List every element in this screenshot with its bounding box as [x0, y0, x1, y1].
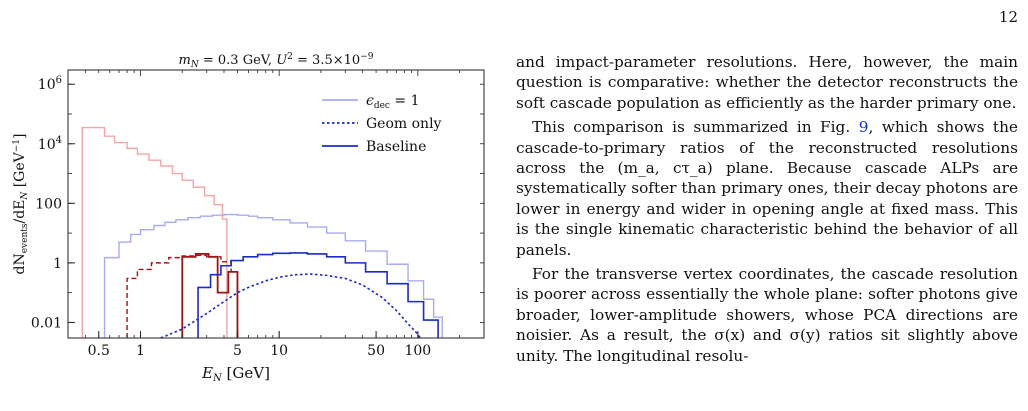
body-text-column: and impact-parameter resolutions. Here, … — [516, 52, 1018, 370]
series-line-6 — [197, 252, 439, 338]
x-axis-label: EN [GeV] — [201, 364, 270, 384]
series-line-3 — [126, 254, 239, 338]
y-tick-label: 0.01 — [31, 315, 62, 331]
y-tick-label: 104 — [38, 135, 62, 153]
x-tick-label: 100 — [404, 343, 431, 359]
x-tick-label: 5 — [233, 343, 242, 359]
figure-reference-link[interactable]: 9 — [858, 118, 869, 137]
paragraph-2-lead: This comparison is summarized in Fig. — [532, 118, 859, 137]
legend-label-2: Geom only — [366, 116, 442, 132]
figure-energy-spectrum: 0.5 1 5 10 50 100 0.01 1 100 104 106 mN = 0.3 GeV, … — [0, 38, 500, 411]
x-tick-label: 0.5 — [88, 343, 110, 359]
y-axis-label: dNevents/dEN [GeV−1] — [12, 133, 30, 274]
x-tick-label: 50 — [367, 343, 385, 359]
legend-label-1: ϵdec = 1 — [366, 93, 420, 111]
paragraph-2: This comparison is summarized in Fig. 9,… — [516, 117, 1018, 260]
paragraph-1: and impact-parameter resolutions. Here, … — [516, 53, 1018, 112]
y-tick-label: 100 — [35, 196, 62, 212]
plot-frame — [67, 69, 485, 339]
chart-title: mN = 0.3 GeV, U2 = 3.5×10−9 — [179, 52, 374, 70]
y-tick-label: 1 — [53, 256, 62, 272]
legend-label-3: Baseline — [366, 139, 426, 155]
x-tick-label: 1 — [136, 343, 145, 359]
series-line-1 — [81, 126, 228, 338]
page-number: 12 — [998, 8, 1018, 26]
y-tick-label: 106 — [38, 75, 62, 93]
series-line-4 — [181, 253, 239, 338]
energy-spectrum-chart: 0.5 1 5 10 50 100 0.01 1 100 104 106 mN = 0.3 GeV, … — [12, 52, 485, 384]
series-line-5 — [160, 273, 422, 338]
series-line-2 — [103, 213, 443, 338]
paragraph-3: For the transverse vertex coordinates, t… — [516, 265, 1018, 365]
x-tick-label: 10 — [270, 343, 288, 359]
series-group — [81, 126, 443, 338]
paragraph-2-rest: , which shows the cascade-to-primary rat… — [516, 118, 1018, 259]
